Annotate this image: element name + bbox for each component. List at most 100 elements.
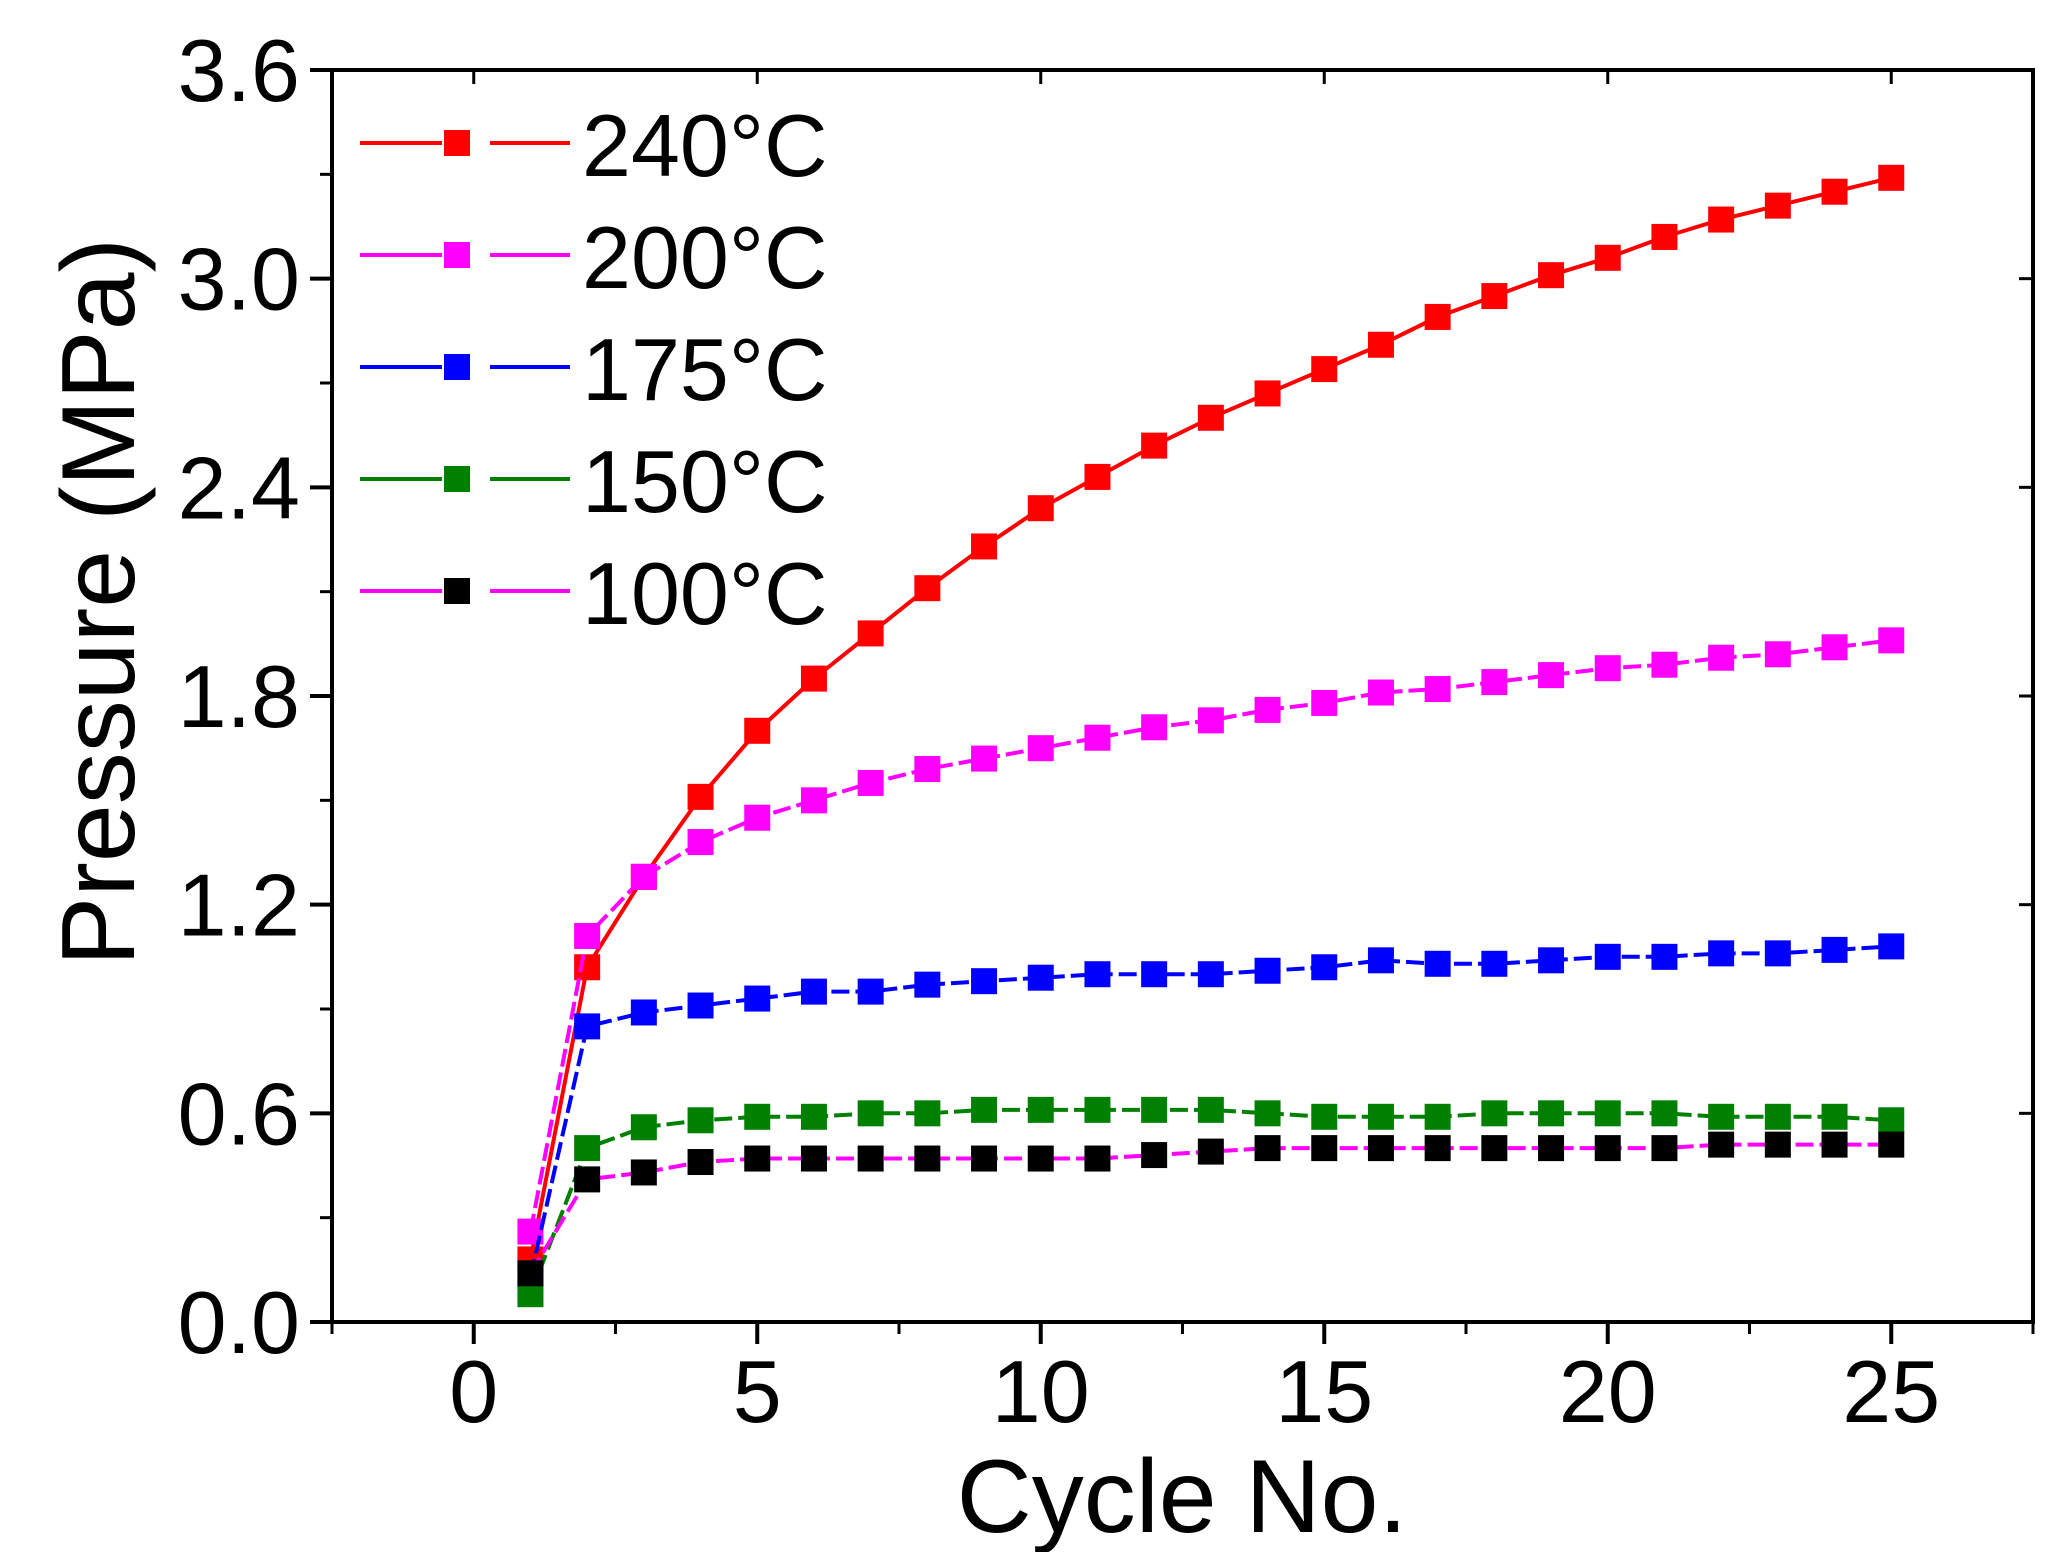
- data-point: [971, 968, 998, 995]
- data-point: [1708, 1131, 1735, 1158]
- data-point: [1084, 1096, 1111, 1123]
- data-point: [744, 717, 771, 744]
- data-point: [1538, 1135, 1565, 1162]
- y-axis-title: Pressure (MPa): [41, 238, 157, 966]
- legend-item: 200°C: [360, 208, 828, 307]
- data-point: [1708, 1103, 1735, 1130]
- legend-label: 240°C: [582, 96, 828, 195]
- data-point: [971, 1096, 998, 1123]
- data-point: [1481, 1100, 1508, 1127]
- data-point: [1821, 634, 1848, 661]
- data-point: [1141, 714, 1168, 741]
- data-point: [1538, 262, 1565, 289]
- data-point: [1084, 724, 1111, 751]
- data-point: [914, 756, 941, 783]
- data-point: [1141, 1142, 1168, 1169]
- legend-marker: [444, 578, 470, 604]
- series-layer: [517, 164, 1905, 1308]
- data-point: [1367, 1103, 1394, 1130]
- data-point: [1254, 380, 1281, 407]
- data-point: [800, 978, 827, 1005]
- data-point: [1141, 1096, 1168, 1123]
- y-tick-label: 1.8: [178, 647, 300, 746]
- data-point: [1254, 1135, 1281, 1162]
- legend-item: 150°C: [360, 432, 828, 531]
- x-tick-label: 20: [1559, 1342, 1657, 1441]
- data-point: [857, 1145, 884, 1172]
- data-point: [630, 999, 657, 1026]
- data-point: [630, 1159, 657, 1186]
- data-point: [1821, 178, 1848, 205]
- data-point: [1197, 961, 1224, 988]
- data-point: [1708, 940, 1735, 967]
- data-point: [857, 1100, 884, 1127]
- x-tick-label: 0: [449, 1342, 498, 1441]
- data-point: [857, 620, 884, 647]
- data-point: [1141, 961, 1168, 988]
- data-point: [744, 1103, 771, 1130]
- data-point: [574, 922, 601, 949]
- data-point: [1481, 669, 1508, 696]
- y-tick-label: 3.6: [178, 21, 300, 120]
- data-point: [1311, 1103, 1338, 1130]
- data-point: [800, 665, 827, 692]
- y-tick-label: 0.6: [178, 1064, 300, 1163]
- data-point: [1481, 283, 1508, 310]
- data-point: [1424, 1103, 1451, 1130]
- series-3: [517, 1096, 1905, 1308]
- legend: 240°C 200°C 175°C 150°C 100°C: [360, 96, 828, 643]
- legend-label: 100°C: [582, 544, 828, 643]
- data-point: [1764, 1131, 1791, 1158]
- data-point: [1197, 707, 1224, 734]
- legend-marker: [444, 242, 470, 268]
- legend-marker: [444, 466, 470, 492]
- data-point: [1821, 1131, 1848, 1158]
- data-point: [1594, 1100, 1621, 1127]
- data-point: [1651, 651, 1678, 678]
- data-point: [744, 985, 771, 1012]
- data-point: [1254, 696, 1281, 723]
- series-line: [528, 1107, 1892, 1295]
- data-point: [1367, 1135, 1394, 1162]
- series-0: [517, 164, 1905, 1273]
- data-point: [1878, 164, 1905, 191]
- series-1: [517, 627, 1905, 1245]
- data-point: [574, 1013, 601, 1040]
- data-point: [1027, 1145, 1054, 1172]
- data-point: [1878, 933, 1905, 960]
- data-point: [1027, 495, 1054, 522]
- data-point: [1027, 964, 1054, 991]
- legend-marker: [444, 354, 470, 380]
- data-point: [1764, 1103, 1791, 1130]
- data-point: [971, 533, 998, 560]
- data-point: [1594, 943, 1621, 970]
- data-point: [1651, 1100, 1678, 1127]
- legend-item: 175°C: [360, 320, 828, 419]
- legend-label: 200°C: [582, 208, 828, 307]
- data-point: [1084, 463, 1111, 490]
- axis-ticks: 0 5 10 15 20 25 0.0 0.6 1.2 1.8 2.4 3.0 3.6: [178, 21, 2035, 1441]
- data-point: [1254, 1100, 1281, 1127]
- data-point: [1367, 679, 1394, 706]
- data-point: [800, 1103, 827, 1130]
- data-point: [1197, 1096, 1224, 1123]
- data-point: [914, 1145, 941, 1172]
- data-point: [1424, 950, 1451, 977]
- data-point: [1367, 331, 1394, 358]
- data-point: [1424, 1135, 1451, 1162]
- data-point: [1141, 432, 1168, 459]
- data-point: [1424, 303, 1451, 330]
- data-point: [687, 1149, 714, 1176]
- data-point: [1651, 223, 1678, 250]
- data-point: [1821, 936, 1848, 963]
- data-point: [971, 745, 998, 772]
- data-point: [1311, 689, 1338, 716]
- data-point: [857, 769, 884, 796]
- data-point: [1481, 1135, 1508, 1162]
- data-point: [1594, 655, 1621, 682]
- data-point: [687, 992, 714, 1019]
- data-point: [1764, 641, 1791, 668]
- x-tick-label: 25: [1842, 1342, 1940, 1441]
- data-point: [1027, 735, 1054, 762]
